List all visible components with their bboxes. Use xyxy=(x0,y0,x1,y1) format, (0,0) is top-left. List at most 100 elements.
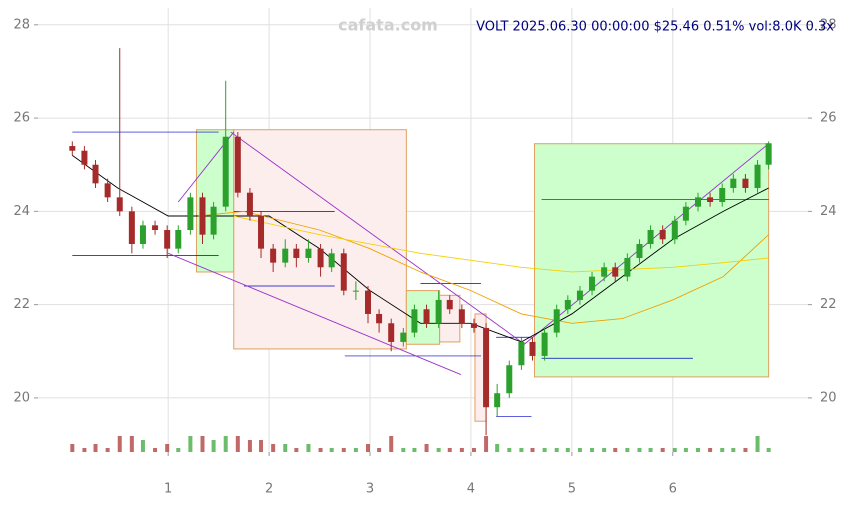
volume-bar xyxy=(542,448,547,452)
y-tick-label: 26 xyxy=(820,111,837,126)
candle-body xyxy=(305,248,312,258)
volume-bar xyxy=(565,448,570,452)
volume-bar xyxy=(412,448,417,452)
volume-bar xyxy=(235,436,240,452)
moving-average xyxy=(233,215,769,273)
candle-body xyxy=(234,136,241,193)
candle-body xyxy=(328,253,335,268)
zone-box xyxy=(534,143,770,378)
candle-body xyxy=(754,164,761,189)
volume-bar xyxy=(200,436,205,452)
candle-body xyxy=(116,197,123,212)
candle-body xyxy=(164,230,171,249)
volume-bar xyxy=(70,444,75,452)
candle-body xyxy=(365,290,371,314)
candle-body xyxy=(293,248,300,258)
y-tick-label: 24 xyxy=(820,204,837,219)
y-tick-label: 20 xyxy=(820,390,837,405)
y-tick-label: 22 xyxy=(820,297,837,312)
y-tick-label: 22 xyxy=(13,297,30,312)
candle-body xyxy=(458,309,465,324)
volume-bar xyxy=(708,448,713,452)
volume-bar xyxy=(602,448,607,452)
candle-body xyxy=(187,197,194,230)
candle-body xyxy=(553,309,560,333)
volume-bar xyxy=(459,448,464,452)
volume-bar xyxy=(353,448,358,452)
y-tick-label: 28 xyxy=(820,17,837,32)
candle-body xyxy=(199,197,206,235)
volume-bar xyxy=(743,448,748,452)
volume-bar xyxy=(223,436,228,452)
candle-body xyxy=(69,146,76,151)
y-tick-label: 20 xyxy=(13,390,30,405)
candle-body xyxy=(576,290,583,300)
candle-body xyxy=(671,220,678,240)
x-tick-label: 3 xyxy=(366,482,374,497)
watermark: cafata.com xyxy=(338,16,438,35)
volume-bar xyxy=(366,444,370,452)
volume-bar xyxy=(153,448,158,452)
trend-line xyxy=(168,252,462,375)
volume-bar xyxy=(424,444,429,452)
candle-body xyxy=(589,276,596,291)
candle-body xyxy=(175,230,182,249)
volume-bar xyxy=(318,448,323,452)
volume-bar xyxy=(341,448,346,452)
moving-average xyxy=(198,210,769,324)
candle-body xyxy=(730,178,737,189)
candle-body xyxy=(246,192,253,217)
candle-body xyxy=(541,332,548,356)
candle-body xyxy=(506,365,513,394)
volume-bar xyxy=(720,448,725,452)
candle-body xyxy=(222,136,229,207)
volume-bar xyxy=(519,448,524,452)
x-tick-label: 2 xyxy=(265,482,273,497)
volume-bar xyxy=(447,448,452,452)
volume-bar xyxy=(93,444,98,452)
volume-bar xyxy=(577,448,582,452)
candle-body xyxy=(483,327,490,408)
chart-title: VOLT 2025.06.30 00:00:00 $25.46 0.51% vo… xyxy=(476,20,834,35)
x-tick-label: 4 xyxy=(467,482,475,497)
volume-bar xyxy=(613,448,618,452)
candle-body xyxy=(258,216,265,249)
y-tick-label: 24 xyxy=(13,204,30,219)
candle-body xyxy=(270,248,277,263)
volume-bar xyxy=(105,448,110,452)
volume-bar xyxy=(329,448,334,452)
volume-bar xyxy=(140,440,145,452)
volume-bar xyxy=(683,448,688,452)
volume-bar xyxy=(590,448,595,452)
candle-body xyxy=(529,341,536,356)
x-tick-label: 1 xyxy=(164,482,172,497)
candle-body xyxy=(282,248,289,263)
candle-body xyxy=(765,143,772,165)
candle-body xyxy=(682,206,689,221)
volume-bar xyxy=(436,448,441,452)
volume-bar xyxy=(731,448,736,452)
volume-bar xyxy=(82,448,87,452)
volume-bar xyxy=(129,436,134,452)
y-tick-label: 28 xyxy=(13,17,30,32)
candle-body xyxy=(636,243,643,258)
volume-bar xyxy=(165,444,170,452)
candle-body xyxy=(317,248,324,268)
volume-bar xyxy=(401,448,406,452)
candle-body xyxy=(423,309,430,324)
candle-body xyxy=(470,323,477,328)
candle-body xyxy=(742,178,749,189)
candle-body xyxy=(624,257,631,277)
candle-body xyxy=(352,290,359,292)
candle-body xyxy=(139,225,146,244)
candle-body xyxy=(647,230,654,244)
volume-bar xyxy=(530,448,535,452)
volume-bar xyxy=(672,448,677,452)
candle-body xyxy=(104,183,111,198)
volume-bar xyxy=(696,448,700,452)
candle-body xyxy=(707,197,714,203)
trend-line xyxy=(521,143,769,347)
volume-bar xyxy=(306,444,311,452)
candle-body xyxy=(446,299,453,310)
